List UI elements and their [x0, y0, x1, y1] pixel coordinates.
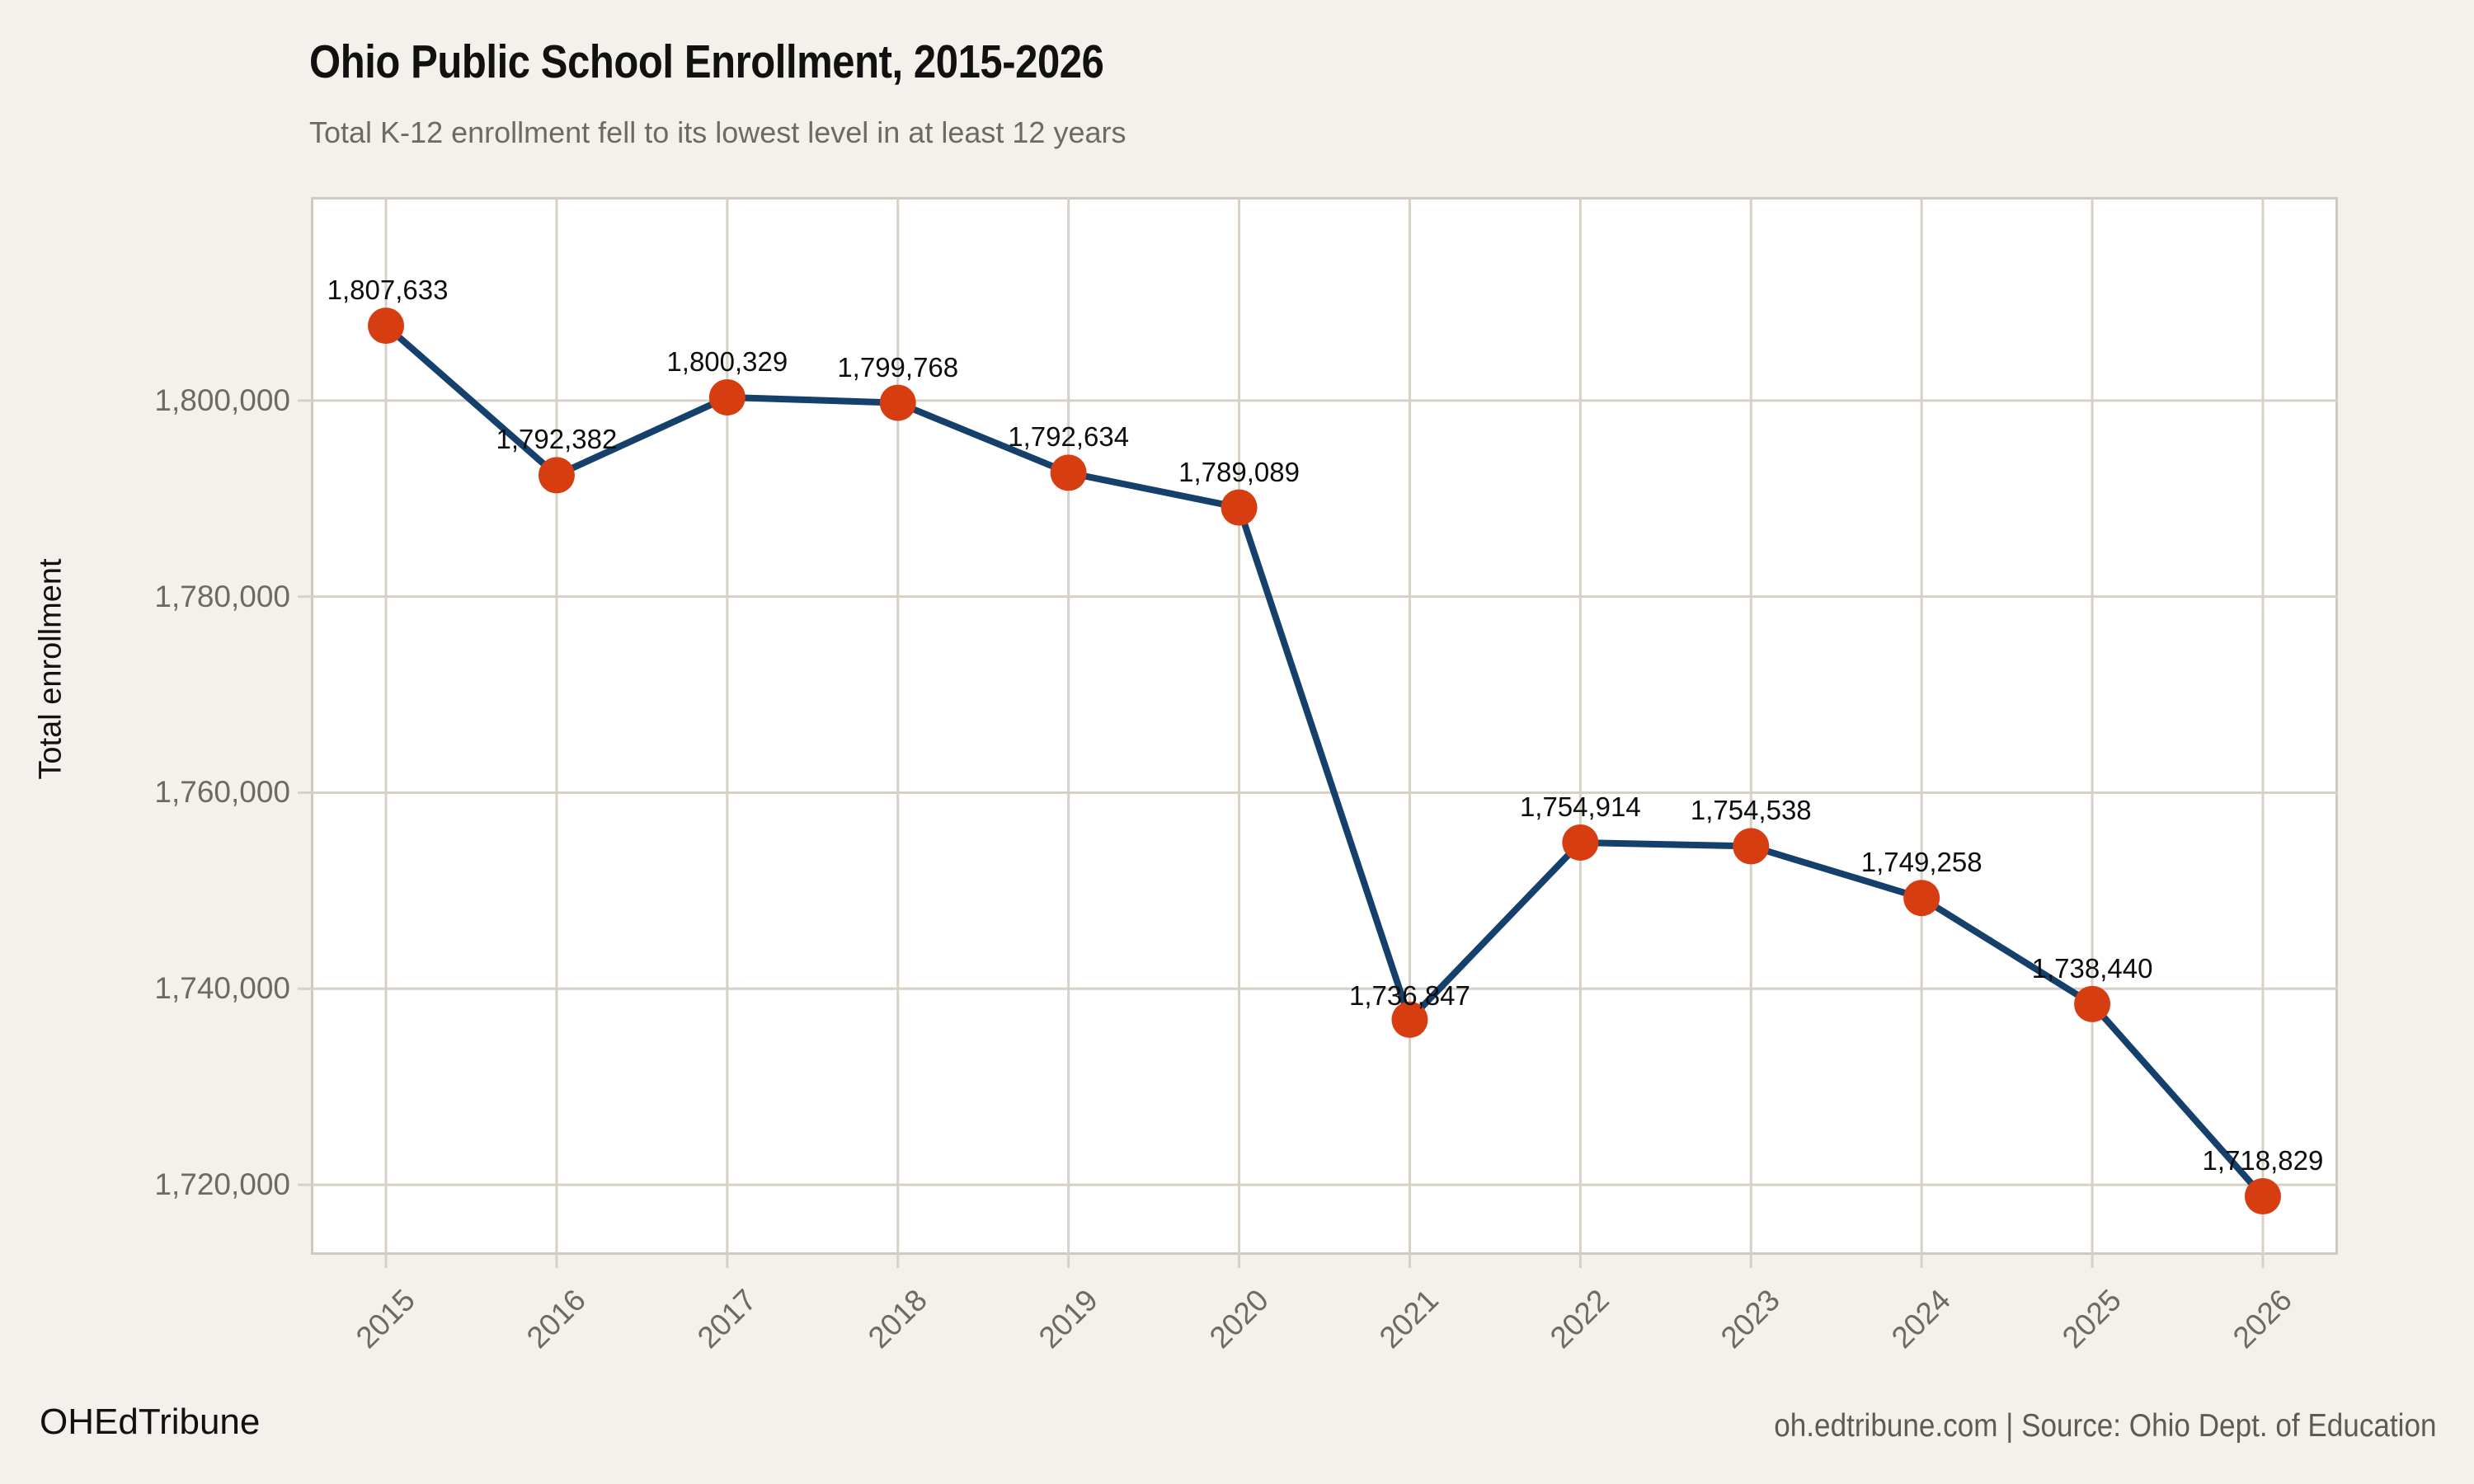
y-axis-title: Total enrollment	[33, 558, 68, 780]
data-point-label: 1,754,914	[1519, 791, 1641, 822]
data-point-label: 1,736,847	[1349, 979, 1470, 1011]
y-axis-tick-label: 1,720,000	[154, 1167, 290, 1202]
x-axis-tick-label: 2024	[1884, 1283, 1958, 1355]
y-axis-tickmarks	[298, 399, 311, 1186]
x-axis-tick-label: 2015	[349, 1283, 422, 1355]
x-axis-tick-label: 2021	[1373, 1283, 1446, 1355]
plot-area	[311, 197, 2338, 1255]
x-axis-tick-label: 2019	[1032, 1283, 1104, 1355]
data-point-label: 1,792,382	[496, 424, 618, 455]
x-axis-tick-label: 2016	[520, 1283, 592, 1355]
data-point-label: 1,749,258	[1860, 847, 1982, 878]
data-point-label: 1,738,440	[2031, 952, 2153, 984]
footer-source: oh.edtribune.com | Source: Ohio Dept. of…	[1773, 1408, 2436, 1444]
data-point-label: 1,807,633	[327, 275, 449, 306]
y-axis-tick-label: 1,800,000	[154, 383, 290, 417]
data-point-label: 1,800,329	[666, 345, 788, 377]
x-axis-tick-label: 2020	[1202, 1283, 1275, 1355]
vertical-gridlines	[384, 197, 2265, 1255]
horizontal-gridlines	[311, 399, 2338, 1186]
page-title: Ohio Public School Enrollment, 2015-2026	[309, 35, 1104, 88]
y-axis-tick-label: 1,780,000	[154, 579, 290, 613]
enrollment-line	[383, 322, 2266, 1200]
y-axis-tick-label: 1,760,000	[154, 775, 290, 810]
x-axis-tick-label: 2026	[2226, 1283, 2298, 1355]
x-axis-tickmarks	[384, 1255, 2265, 1268]
data-point-label: 1,718,829	[2202, 1145, 2324, 1176]
x-axis-tick-label: 2023	[1714, 1283, 1787, 1355]
footer-brand: OHEdTribune	[40, 1402, 261, 1442]
data-point-label: 1,789,089	[1178, 456, 1300, 487]
line-chart-canvas	[298, 197, 2338, 1268]
enrollment-markers	[368, 308, 2281, 1215]
data-point-label: 1,799,768	[837, 351, 959, 383]
page-subtitle: Total K-12 enrollment fell to its lowest…	[309, 115, 1126, 149]
data-point-label: 1,754,538	[1690, 795, 1812, 826]
data-point-label: 1,792,634	[1008, 421, 1130, 453]
x-axis-tick-label: 2025	[2055, 1283, 2128, 1355]
y-axis-tick-label: 1,740,000	[154, 971, 290, 1006]
x-axis-tick-label: 2017	[690, 1283, 763, 1355]
x-axis-tick-label: 2018	[861, 1283, 934, 1355]
x-axis-tick-label: 2022	[1544, 1283, 1616, 1355]
